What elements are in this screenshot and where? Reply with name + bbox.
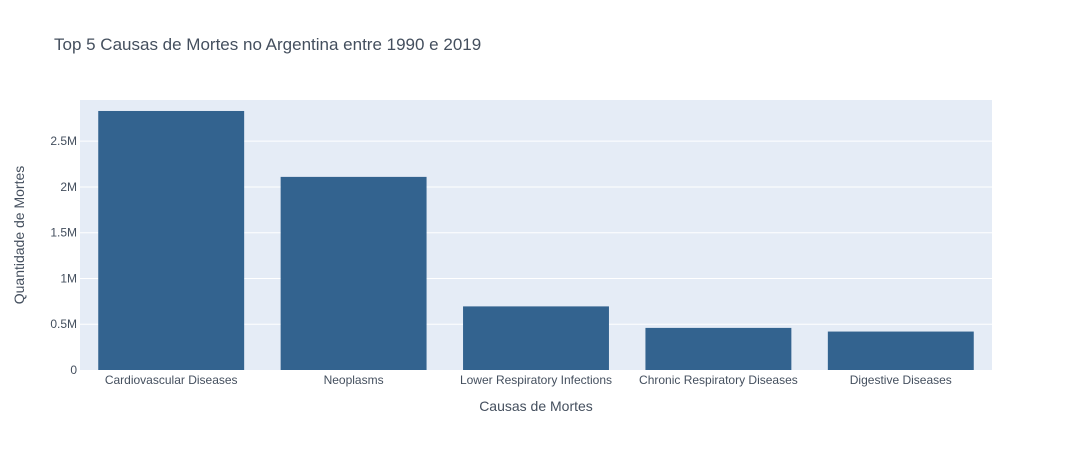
- y-tick-label: 1.5M: [50, 226, 77, 240]
- bars: [98, 110, 974, 371]
- y-tick-label: 0: [70, 363, 77, 377]
- x-tick-label: Cardiovascular Diseases: [105, 373, 238, 387]
- y-tick-label: 2.5M: [50, 134, 77, 148]
- x-axis-title: Causas de Mortes: [479, 398, 593, 414]
- bar[interactable]: [463, 306, 609, 370]
- y-tick-label: 2M: [60, 180, 77, 194]
- chart-title: Top 5 Causas de Mortes no Argentina entr…: [54, 35, 481, 54]
- y-tick-label: 0.5M: [50, 317, 77, 331]
- bar[interactable]: [645, 327, 792, 370]
- x-tick-labels: Cardiovascular Diseases Neoplasms Lower Re…: [105, 373, 952, 387]
- bar[interactable]: [98, 110, 245, 371]
- y-tick-labels: 0 0.5M 1M 1.5M 2M 2.5M: [50, 134, 77, 377]
- bar[interactable]: [827, 331, 974, 370]
- x-tick-label: Lower Respiratory Infections: [460, 373, 612, 387]
- y-axis-title: Quantidade de Mortes: [11, 166, 27, 305]
- x-tick-label: Chronic Respiratory Diseases: [639, 373, 798, 387]
- y-tick-label: 1M: [60, 271, 77, 285]
- bar[interactable]: [280, 176, 427, 370]
- x-tick-label: Digestive Diseases: [850, 373, 952, 387]
- x-tick-label: Neoplasms: [324, 373, 384, 387]
